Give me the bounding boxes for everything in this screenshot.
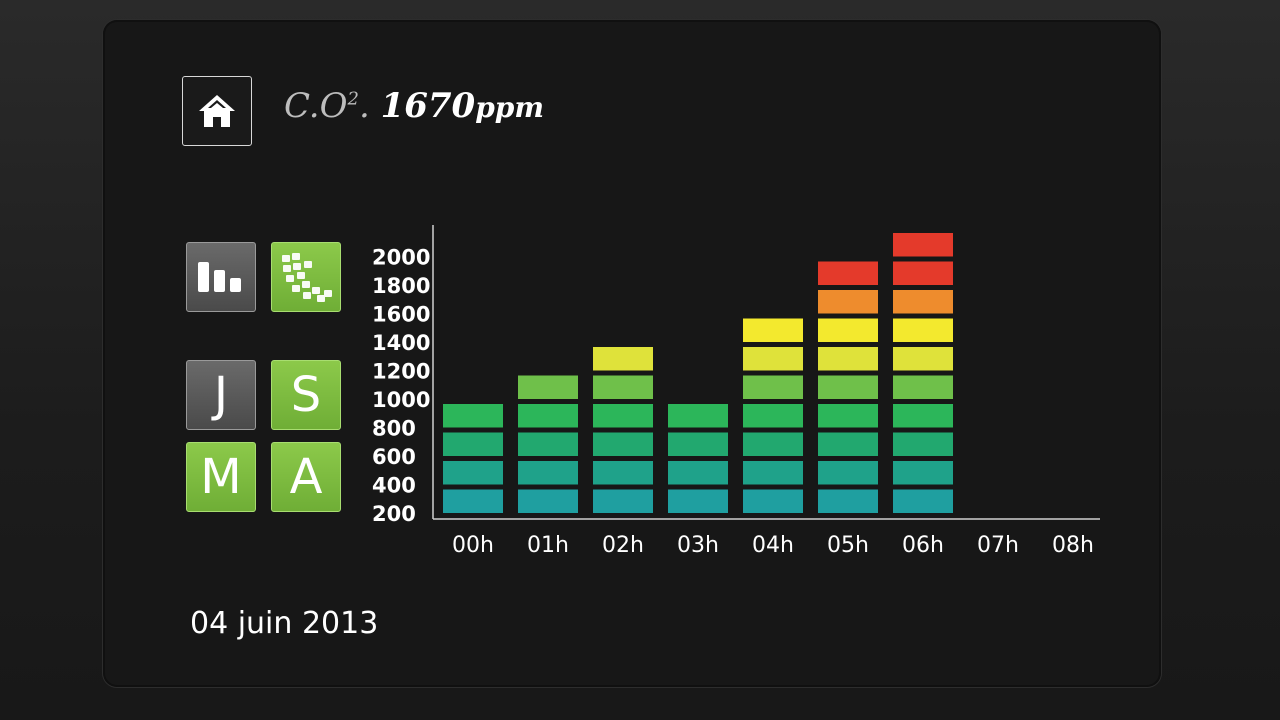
y-tick-label: 200 xyxy=(372,502,416,526)
home-button[interactable] xyxy=(182,76,252,146)
bar-segment xyxy=(443,461,503,485)
year-button[interactable]: A xyxy=(271,442,341,512)
bar-segment xyxy=(893,233,953,257)
bar-segment xyxy=(893,318,953,342)
x-tick-label: 03h xyxy=(677,533,719,558)
bar-segment xyxy=(518,489,578,513)
y-tick-label: 1800 xyxy=(372,274,430,298)
bar-segment xyxy=(893,261,953,285)
x-tick-label: 01h xyxy=(527,533,569,558)
day-button[interactable]: J xyxy=(186,360,256,430)
bar-segment xyxy=(668,489,728,513)
x-tick-label: 07h xyxy=(977,533,1019,558)
bar-segment xyxy=(743,432,803,456)
bar-segment xyxy=(893,461,953,485)
bar-segment xyxy=(443,404,503,428)
x-tick-label: 00h xyxy=(452,533,494,558)
bar-segment xyxy=(893,347,953,371)
bar-segment xyxy=(893,489,953,513)
bar-segment xyxy=(518,404,578,428)
co2-unit: ppm xyxy=(475,91,544,124)
home-icon xyxy=(199,95,235,127)
bar-segment xyxy=(818,461,878,485)
bar-segment xyxy=(668,432,728,456)
y-tick-label: 1600 xyxy=(372,303,430,327)
bar-segment xyxy=(518,461,578,485)
date-label: 04 juin 2013 xyxy=(190,606,379,641)
bar-chart-icon xyxy=(198,262,241,292)
y-tick-label: 600 xyxy=(372,445,416,469)
bar-segment xyxy=(893,404,953,428)
gauge-icon xyxy=(282,253,332,302)
co2-value: 1670 xyxy=(380,86,476,126)
bar-segment xyxy=(743,461,803,485)
bar-segment xyxy=(593,375,653,399)
x-tick-label: 08h xyxy=(1052,533,1094,558)
bar-segment xyxy=(818,375,878,399)
y-tick-label: 1200 xyxy=(372,360,430,384)
co2-readout: C.O2. 1670ppm xyxy=(284,86,544,126)
bar-segment xyxy=(668,404,728,428)
bar-segment xyxy=(518,432,578,456)
x-tick-label: 04h xyxy=(752,533,794,558)
week-button[interactable]: S xyxy=(271,360,341,430)
bar-segment xyxy=(593,461,653,485)
co2-separator: . xyxy=(358,86,381,126)
bar-segment xyxy=(743,489,803,513)
bar-segment xyxy=(593,347,653,371)
bar-segment xyxy=(443,489,503,513)
bar-segment xyxy=(743,375,803,399)
bar-segment xyxy=(668,461,728,485)
gauge-view-button[interactable] xyxy=(271,242,341,312)
bar-segment xyxy=(743,318,803,342)
co2-label: C.O xyxy=(284,86,348,126)
bar-segment xyxy=(893,290,953,314)
bar-segment xyxy=(818,489,878,513)
bar-segment xyxy=(818,290,878,314)
month-button[interactable]: M xyxy=(186,442,256,512)
bar-segment xyxy=(593,404,653,428)
y-tick-label: 2000 xyxy=(372,246,430,270)
y-tick-label: 1400 xyxy=(372,331,430,355)
bar-segment xyxy=(443,432,503,456)
bar-segment xyxy=(593,489,653,513)
bar-chart-view-button[interactable] xyxy=(186,242,256,312)
bar-segment xyxy=(593,432,653,456)
bar-segment xyxy=(818,404,878,428)
bar-segment xyxy=(893,375,953,399)
bar-segment xyxy=(818,261,878,285)
bar-segment xyxy=(818,432,878,456)
y-tick-label: 800 xyxy=(372,417,416,441)
bar-segment xyxy=(743,404,803,428)
x-tick-label: 02h xyxy=(602,533,644,558)
x-tick-label: 06h xyxy=(902,533,944,558)
co2-bar-chart: 2000 1800 1600 1400 1200 1000 800 600 400 200 00h 0… xyxy=(372,225,1100,558)
bar-segment xyxy=(818,318,878,342)
bar-segment xyxy=(743,347,803,371)
y-tick-label: 1000 xyxy=(372,388,430,412)
bar-segment xyxy=(893,432,953,456)
co2-subscript: 2 xyxy=(347,88,359,110)
y-tick-label: 400 xyxy=(372,474,416,498)
bar-segment xyxy=(518,375,578,399)
x-tick-label: 05h xyxy=(827,533,869,558)
bar-segment xyxy=(818,347,878,371)
